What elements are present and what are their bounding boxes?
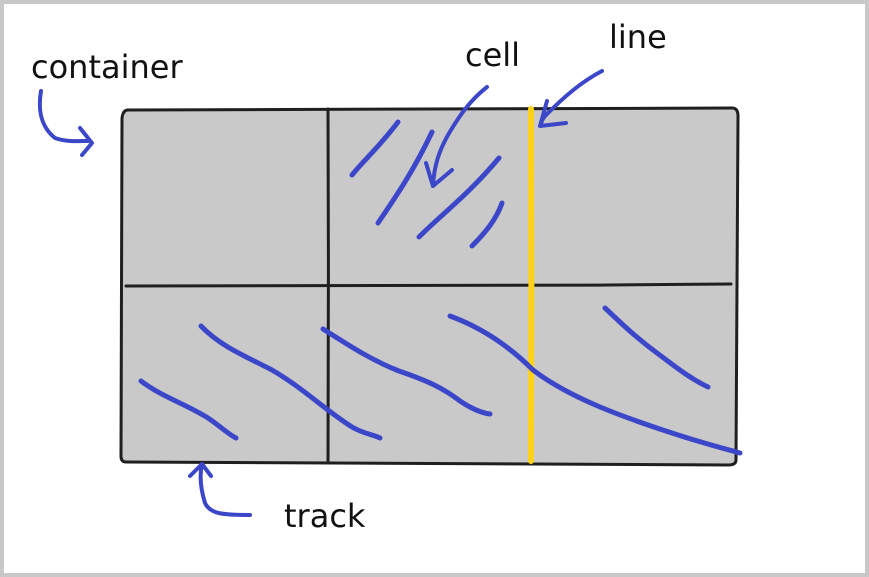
track-label: track: [284, 497, 366, 535]
container-label: container: [31, 48, 183, 86]
cell-label: cell: [465, 36, 520, 74]
line-label: line: [609, 18, 667, 56]
cell-arrow: [424, 85, 489, 188]
grid-row-line: [124, 282, 733, 288]
cell-hatching: [349, 119, 505, 249]
track-arrow: [188, 462, 252, 517]
track-hatching: [138, 305, 743, 456]
line-arrow: [538, 69, 604, 128]
container-arrow: [37, 89, 94, 157]
